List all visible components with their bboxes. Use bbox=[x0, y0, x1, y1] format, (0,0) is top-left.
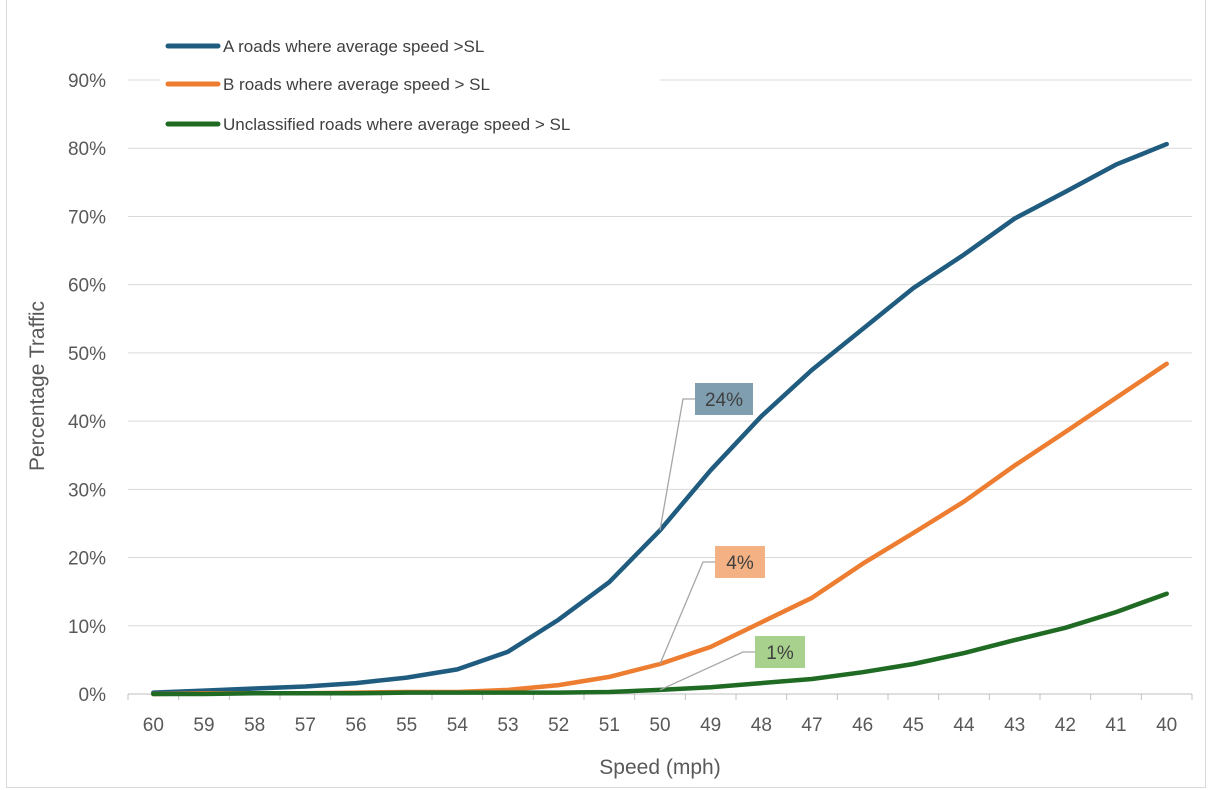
x-tick-label: 56 bbox=[345, 715, 366, 736]
x-tick-label: 45 bbox=[903, 715, 924, 736]
callout-box bbox=[715, 546, 765, 578]
y-tick-label: 10% bbox=[68, 617, 106, 638]
series-lines bbox=[151, 141, 1169, 697]
x-tick-label: 52 bbox=[548, 715, 569, 736]
x-tick-label: 47 bbox=[801, 715, 822, 736]
legend-label: Unclassified roads where average speed >… bbox=[223, 115, 570, 134]
x-tick-label: 44 bbox=[953, 715, 975, 736]
x-tick-label: 59 bbox=[193, 715, 214, 736]
x-tick-label: 51 bbox=[599, 715, 620, 736]
callout-leader-line bbox=[659, 398, 695, 531]
x-tick-label: 41 bbox=[1105, 715, 1126, 736]
y-tick-label: 20% bbox=[68, 549, 106, 570]
y-tick-label: 60% bbox=[68, 276, 106, 297]
y-tick-label: 70% bbox=[68, 207, 106, 228]
chart-frame bbox=[6, 0, 1206, 788]
series-line-3 bbox=[151, 591, 1169, 697]
x-tick-label: 48 bbox=[751, 715, 772, 736]
callout-label: 4% bbox=[726, 553, 754, 574]
axes: 0% 10% 20% 30% 40% 50% 60% 70% 80% 90% 60 59 58 57 56 5… bbox=[68, 71, 1193, 736]
x-tick-label: 58 bbox=[244, 715, 265, 736]
x-tick-label: 53 bbox=[497, 715, 518, 736]
series-line-1 bbox=[151, 141, 1169, 695]
legend-background bbox=[160, 30, 660, 142]
x-axis-title: Speed (mph) bbox=[599, 756, 720, 779]
y-tick-label: 90% bbox=[68, 71, 106, 92]
x-tick-label: 46 bbox=[852, 715, 873, 736]
y-tick-label: 30% bbox=[68, 480, 106, 501]
x-tick-label: 54 bbox=[447, 715, 469, 736]
y-tick-label: 0% bbox=[79, 685, 107, 706]
y-tick-label: 40% bbox=[68, 412, 106, 433]
callout-box bbox=[695, 383, 753, 415]
legend-label: B roads where average speed > SL bbox=[223, 75, 490, 94]
x-tick-label: 42 bbox=[1055, 715, 1076, 736]
legend-label: A roads where average speed >SL bbox=[223, 37, 484, 56]
x-tick-label: 43 bbox=[1004, 715, 1025, 736]
x-tick-label: 50 bbox=[649, 715, 670, 736]
gridlines bbox=[128, 79, 1192, 627]
callout-leader-line bbox=[659, 651, 755, 691]
callout-leader-line bbox=[659, 561, 715, 665]
y-tick-label: 80% bbox=[68, 139, 106, 160]
x-tick-label: 40 bbox=[1156, 715, 1177, 736]
callout-label: 1% bbox=[766, 643, 794, 664]
callouts: 24% 4% 1% bbox=[659, 383, 805, 691]
callout-label: 24% bbox=[705, 390, 743, 411]
callout-box bbox=[755, 636, 805, 668]
y-tick-label: 50% bbox=[68, 344, 106, 365]
x-tick-label: 55 bbox=[396, 715, 417, 736]
legend: A roads where average speed >SL B roads w… bbox=[160, 30, 660, 142]
y-axis-title: Percentage Traffic bbox=[26, 301, 49, 471]
x-tick-label: 57 bbox=[295, 715, 316, 736]
x-tick-label: 49 bbox=[700, 715, 721, 736]
x-tick-label: 60 bbox=[143, 715, 164, 736]
